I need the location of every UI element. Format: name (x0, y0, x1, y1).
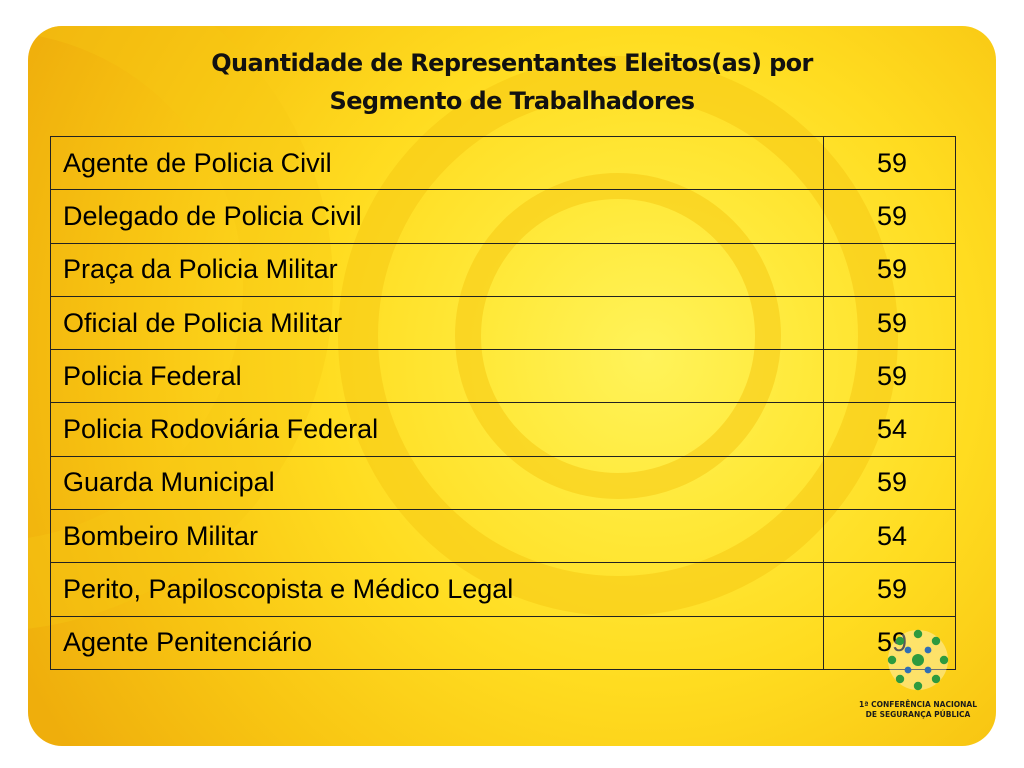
table-row: Policia Rodoviária Federal 54 (49, 402, 956, 457)
count-cell: 59 (823, 455, 956, 511)
title-line-1: Quantidade de Representantes Eleitos(as)… (211, 49, 813, 77)
slide-title: Quantidade de Representantes Eleitos(as)… (88, 44, 936, 120)
logo-caption: 1ª CONFERÊNCIA NACIONAL DE SEGURANÇA PÚB… (848, 700, 988, 720)
table-row: Guarda Municipal 59 (49, 455, 956, 511)
table-row: Delegado de Policia Civil 59 (49, 189, 956, 244)
count-cell: 59 (823, 562, 956, 617)
title-line-2: Segmento de Trabalhadores (329, 87, 696, 115)
segment-cell: Perito, Papiloscopista e Médico Legal (49, 562, 825, 617)
count-cell: 54 (823, 509, 956, 564)
segment-cell: Oficial de Policia Militar (49, 295, 825, 351)
yellow-panel: Quantidade de Representantes Eleitos(as)… (28, 26, 996, 746)
count-cell: 59 (823, 349, 956, 404)
logo-line-1: 1ª CONFERÊNCIA NACIONAL (859, 700, 977, 709)
table-row: Oficial de Policia Militar 59 (49, 295, 956, 351)
segment-cell: Agente Penitenciário (49, 615, 825, 670)
table-row: Agente de Policia Civil 59 (49, 135, 956, 191)
conference-logo: 1ª CONFERÊNCIA NACIONAL DE SEGURANÇA PÚB… (848, 622, 988, 732)
table-row: Praça da Policia Militar 59 (49, 242, 956, 297)
table-row: Bombeiro Militar 54 (49, 509, 956, 564)
count-cell: 59 (823, 135, 956, 191)
count-cell: 54 (823, 402, 956, 457)
segment-cell: Delegado de Policia Civil (49, 189, 825, 244)
table-row: Policia Federal 59 (49, 349, 956, 404)
segment-cell: Guarda Municipal (49, 455, 825, 511)
count-cell: 59 (823, 189, 956, 244)
segment-cell: Praça da Policia Militar (49, 242, 825, 297)
table-row: Perito, Papiloscopista e Médico Legal 59 (49, 562, 956, 617)
count-cell: 59 (823, 242, 956, 297)
segment-cell: Policia Federal (49, 349, 825, 404)
conference-emblem-icon (887, 629, 949, 691)
segment-cell: Policia Rodoviária Federal (49, 402, 825, 457)
segment-cell: Bombeiro Militar (49, 509, 825, 564)
representatives-table: Agente de Policia Civil 59 Delegado de P… (49, 135, 956, 670)
segment-cell: Agente de Policia Civil (49, 135, 825, 191)
logo-line-2: DE SEGURANÇA PÚBLICA (865, 710, 971, 719)
table-row: Agente Penitenciário 59 (49, 615, 956, 670)
count-cell: 59 (823, 295, 956, 351)
